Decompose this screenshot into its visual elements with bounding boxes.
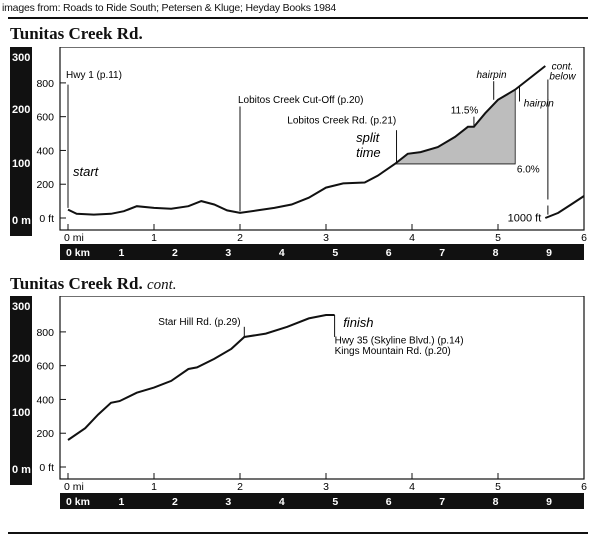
feet-tick-label: 600 <box>36 361 54 373</box>
mile-tick-label: 1 <box>151 481 157 493</box>
km-tick-label: 4 <box>279 247 285 259</box>
split-time-label-1: split <box>356 130 381 145</box>
feet-tick-label: 0 ft <box>39 213 54 225</box>
elevation-line <box>67 314 335 441</box>
feet-tick-label: 400 <box>36 394 54 406</box>
km-tick-label: 8 <box>493 496 499 508</box>
hairpin-2-label: hairpin <box>524 99 554 110</box>
bottom-rule <box>8 532 588 534</box>
grade-avg-label: 6.0% <box>517 164 540 175</box>
km-tick-label: 9 <box>546 496 552 508</box>
mile-tick-label: 0 mi <box>64 232 84 244</box>
feet-tick-label: 800 <box>36 327 54 339</box>
meter-tick-label: 100 <box>12 407 30 419</box>
km-tick-label: 6 <box>386 247 392 259</box>
kings-mtn-label: Kings Mountain Rd. (p.20) <box>335 346 451 357</box>
feet-tick-label: 800 <box>36 78 54 90</box>
chart-2-title-text: Tunitas Creek Rd. <box>10 274 143 293</box>
elevation-line <box>67 65 546 216</box>
elevation-line-continuation <box>544 195 585 219</box>
start-label: start <box>73 164 100 179</box>
km-axis-bar <box>60 244 584 260</box>
km-tick-label: 5 <box>332 247 338 259</box>
mile-tick-label: 6 <box>581 481 587 493</box>
cont-below-label-2: below <box>549 72 576 83</box>
km-tick-label: 0 km <box>66 496 90 508</box>
offset-label: 1000 ft <box>508 212 542 224</box>
feet-tick-label: 600 <box>36 112 54 124</box>
image-credit: images from: Roads to Ride South; Peters… <box>2 2 337 14</box>
meter-tick-label: 100 <box>12 158 30 170</box>
hwy1-label: Hwy 1 (p.11) <box>66 70 122 81</box>
split-time-label-2: time <box>356 145 381 160</box>
meter-tick-label: 300 <box>12 301 30 313</box>
mile-tick-label: 1 <box>151 232 157 244</box>
mile-tick-label: 0 mi <box>64 481 84 493</box>
km-tick-label: 5 <box>332 496 338 508</box>
mile-tick-label: 5 <box>495 232 501 244</box>
km-tick-label: 6 <box>386 496 392 508</box>
plot-frame <box>59 47 585 231</box>
km-tick-label: 0 km <box>66 247 90 259</box>
feet-tick-label: 200 <box>36 179 54 191</box>
km-tick-label: 2 <box>172 247 178 259</box>
mile-tick-label: 3 <box>323 232 329 244</box>
km-tick-label: 4 <box>279 496 285 508</box>
top-rule <box>8 17 588 19</box>
chart-2-title: Tunitas Creek Rd. cont. <box>10 274 177 294</box>
km-tick-label: 2 <box>172 496 178 508</box>
km-axis-bar <box>60 493 584 509</box>
lobitos-cutoff-label: Lobitos Creek Cut-Off (p.20) <box>238 95 363 106</box>
km-tick-label: 8 <box>493 247 499 259</box>
feet-tick-label: 400 <box>36 145 54 157</box>
chart-1-title-text: Tunitas Creek Rd. <box>10 24 143 43</box>
cont-below-label-1: cont. <box>552 61 574 72</box>
meter-tick-label: 200 <box>12 353 30 365</box>
km-tick-label: 1 <box>119 496 125 508</box>
km-tick-label: 3 <box>225 247 231 259</box>
meter-tick-label: 0 m <box>12 215 31 227</box>
chart-2-title-suffix: cont. <box>146 277 177 293</box>
meter-tick-label: 200 <box>12 104 30 116</box>
plot-frame <box>59 296 585 480</box>
grade-steep-label: 11.5% <box>451 105 479 116</box>
km-tick-label: 7 <box>439 247 445 259</box>
feet-tick-label: 0 ft <box>39 462 54 474</box>
km-tick-label: 7 <box>439 496 445 508</box>
km-tick-label: 1 <box>119 247 125 259</box>
mile-tick-label: 5 <box>495 481 501 493</box>
chart-1-title: Tunitas Creek Rd. <box>10 24 143 44</box>
meter-tick-label: 300 <box>12 52 30 64</box>
mile-tick-label: 2 <box>237 481 243 493</box>
mile-tick-label: 6 <box>581 232 587 244</box>
km-tick-label: 3 <box>225 496 231 508</box>
hairpin-1-label: hairpin <box>477 70 507 81</box>
mile-tick-label: 4 <box>409 232 415 244</box>
meter-axis-bar <box>10 47 32 236</box>
mile-tick-label: 3 <box>323 481 329 493</box>
meter-tick-label: 0 m <box>12 464 31 476</box>
star-hill-label: Star Hill Rd. (p.29) <box>158 317 240 328</box>
feet-tick-label: 200 <box>36 428 54 440</box>
meter-axis-bar <box>10 296 32 485</box>
finish-label: finish <box>343 315 373 330</box>
mile-tick-label: 2 <box>237 232 243 244</box>
mile-tick-label: 4 <box>409 481 415 493</box>
km-tick-label: 9 <box>546 247 552 259</box>
lobitos-rd-label: Lobitos Creek Rd. (p.21) <box>287 115 396 126</box>
hwy35-label: Hwy 35 (Skyline Blvd.) (p.14) <box>335 336 464 347</box>
